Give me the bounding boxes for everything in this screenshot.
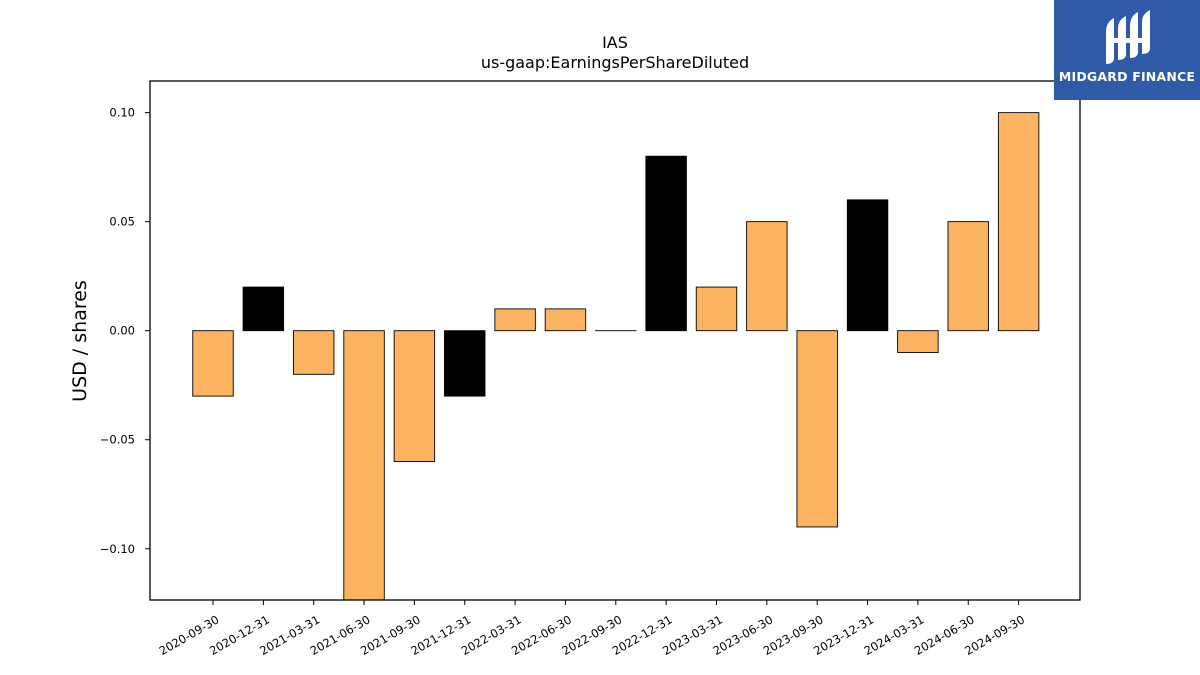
bar-2020-12-31 <box>242 286 285 332</box>
logo-mark-icon <box>1106 10 1150 64</box>
bar-2023-09-30 <box>796 330 838 528</box>
y-tick-label: −0.05 <box>100 433 135 447</box>
y-ticks-group: −0.10 −0.05 0.00 0.05 0.10 <box>100 106 150 556</box>
bar-2020-09-30 <box>192 330 234 397</box>
bar-2021-03-31 <box>293 330 335 375</box>
bar-2023-03-31 <box>695 286 738 332</box>
bar-2024-09-30 <box>997 112 1040 332</box>
y-axis-label: USD / shares <box>69 280 91 402</box>
bar-2023-12-31 <box>846 199 889 332</box>
x-ticks-group: 2020-09-302020-12-312021-03-312021-06-30… <box>157 600 1027 658</box>
bar-2023-06-30 <box>746 221 788 332</box>
bar-2024-06-30 <box>947 221 989 332</box>
plot-frame <box>149 80 1081 601</box>
y-tick-label: 0.05 <box>109 215 135 229</box>
logo-text: MIDGARD FINANCE <box>1058 69 1196 84</box>
chart-subtitle: us-gaap:EarningsPerShareDiluted <box>481 53 749 72</box>
bar-2022-12-31 <box>645 155 687 332</box>
bars-group <box>192 112 1040 601</box>
y-tick-label: 0.10 <box>109 106 135 120</box>
bar-2022-03-31 <box>494 308 536 332</box>
y-tick-label: 0.00 <box>109 324 135 338</box>
bar-2021-12-31 <box>444 330 486 397</box>
bar-2024-03-31 <box>897 330 939 353</box>
bar-2021-06-30 <box>343 330 385 601</box>
bar-2021-09-30 <box>393 330 436 462</box>
chart-title: IAS <box>602 33 628 52</box>
logo: MIDGARD FINANCE <box>1054 0 1200 100</box>
y-tick-label: −0.10 <box>100 542 135 556</box>
bar-2022-06-30 <box>544 308 587 332</box>
